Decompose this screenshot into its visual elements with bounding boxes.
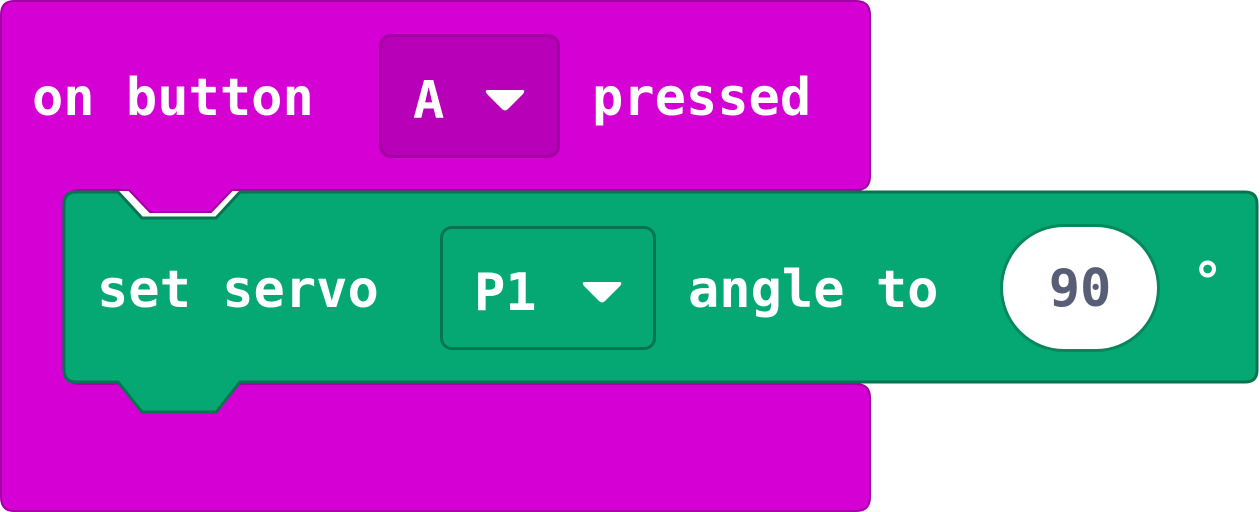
set-servo-angle-block[interactable] bbox=[62, 190, 1259, 414]
button-dropdown-value: A bbox=[413, 71, 445, 131]
event-suffix-label: pressed bbox=[592, 68, 812, 128]
degree-unit-label: ° bbox=[1192, 252, 1224, 312]
on-button-pressed-block[interactable] bbox=[0, 0, 871, 512]
angle-number-input[interactable]: 90 bbox=[1000, 224, 1160, 352]
pin-dropdown[interactable]: P1 bbox=[440, 226, 656, 350]
button-dropdown[interactable]: A bbox=[379, 34, 560, 158]
servo-middle-label: angle to bbox=[688, 260, 939, 320]
pin-dropdown-value: P1 bbox=[474, 263, 537, 323]
angle-value: 90 bbox=[1048, 259, 1112, 319]
event-prefix-label: on button bbox=[32, 68, 314, 128]
servo-prefix-label: set servo bbox=[97, 260, 379, 320]
triangle-down-icon bbox=[485, 90, 525, 111]
triangle-down-icon bbox=[582, 282, 622, 303]
